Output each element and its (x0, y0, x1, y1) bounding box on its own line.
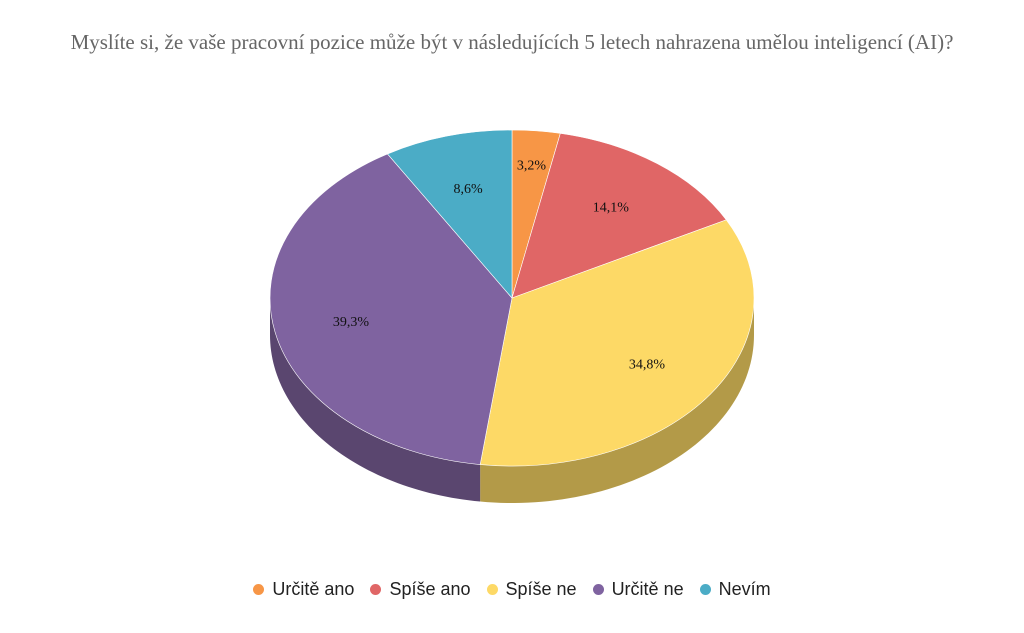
legend-swatch (486, 584, 498, 595)
legend-item-4[interactable]: Nevím (699, 579, 771, 600)
pie-slice-2[interactable] (479, 219, 755, 467)
legend-item-3[interactable]: Určitě ne (592, 579, 684, 600)
pie-slice-1[interactable] (511, 133, 727, 299)
pie-sides (270, 298, 754, 503)
legend-label: Určitě ano (272, 579, 355, 599)
legend-label: Nevím (718, 579, 771, 599)
slice-value-label-3: 39,3% (333, 315, 370, 330)
legend-item-1[interactable]: Spíše ano (370, 579, 471, 600)
legend-swatch (592, 584, 604, 595)
pie-slice-3[interactable] (269, 153, 513, 465)
pie-labels: 3,2% 14,1% 34,8% 39,3% 8,6% (333, 158, 666, 372)
legend-swatch (253, 584, 265, 595)
legend-item-2[interactable]: Spíše ne (486, 579, 577, 600)
legend-swatch (370, 584, 382, 595)
slice-value-label-0: 3,2% (517, 158, 547, 173)
slice-value-label-4: 8,6% (454, 182, 484, 197)
legend: Určitě ano Spíše ano Spíše ne Určitě ne Neví… (0, 579, 1024, 600)
chart-title: Myslíte si, že vaše pracovní pozice může… (70, 30, 954, 54)
legend-item-0[interactable]: Určitě ano (253, 579, 354, 600)
legend-label: Spíše ne (505, 579, 577, 599)
legend-label: Určitě ne (611, 579, 684, 599)
pie-side-3 (270, 298, 481, 502)
pie-side-2 (480, 298, 754, 503)
pie-slice-4[interactable] (387, 129, 513, 299)
pie-tops (269, 129, 755, 467)
legend-label: Spíše ano (389, 579, 471, 599)
legend-swatch (699, 584, 711, 595)
slice-value-label-2: 34,8% (629, 357, 666, 372)
slice-value-label-1: 14,1% (593, 201, 630, 216)
